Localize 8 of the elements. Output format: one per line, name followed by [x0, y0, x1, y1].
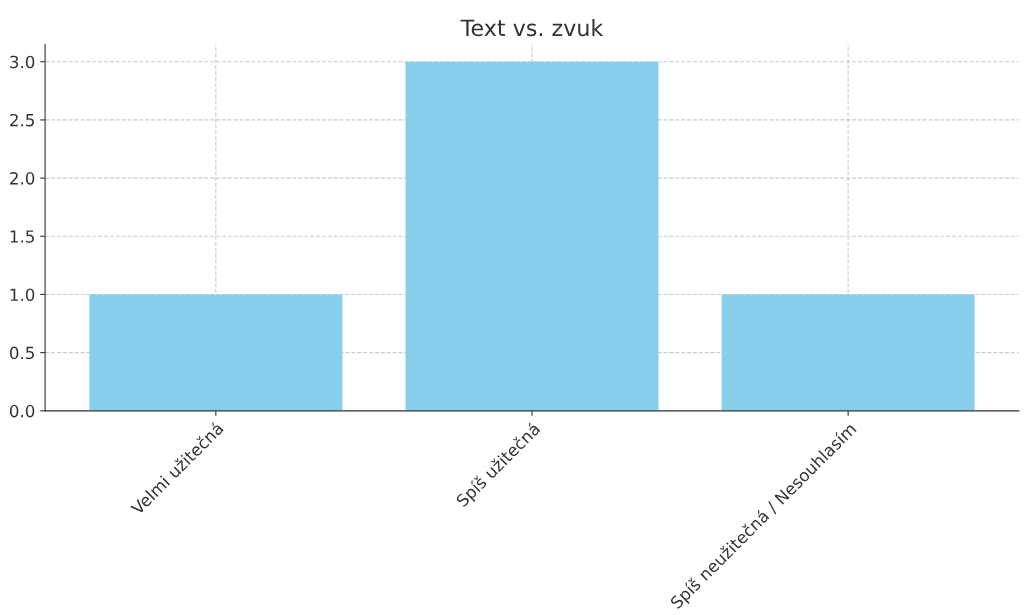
y-tick-label: 2.5: [10, 113, 34, 127]
chart-title: Text vs. zvuk: [460, 19, 604, 37]
y-tick-label: 0.5: [9, 346, 34, 360]
y-tick-label: 0.0: [9, 404, 35, 418]
y-tick-label: 3.0: [10, 55, 35, 69]
y-tick-label: 1.0: [10, 288, 35, 302]
y-tick-label: 1.5: [10, 230, 34, 243]
y-tick-label: 2.0: [10, 172, 35, 185]
